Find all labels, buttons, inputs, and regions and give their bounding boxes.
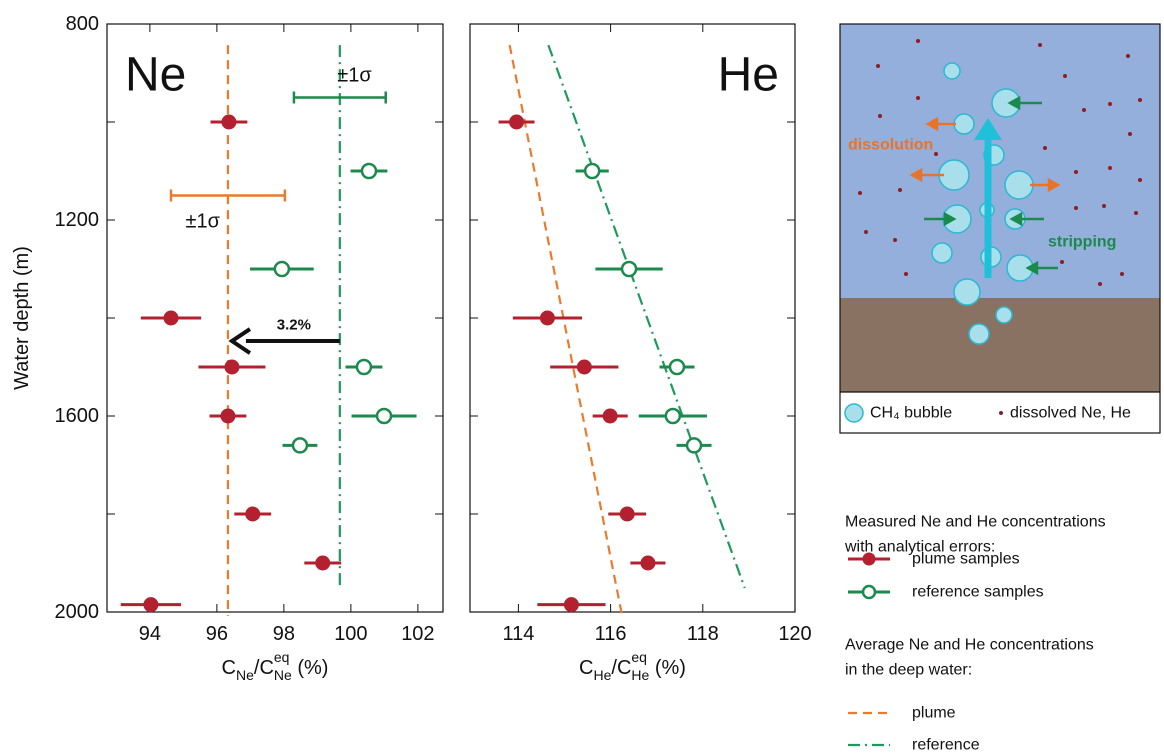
marker [685, 437, 703, 454]
bubble-legend-icon [844, 403, 864, 423]
x-axis-label-part: (%) [649, 657, 686, 679]
dot-legend-icon [999, 411, 1003, 415]
legend-heading: in the deep water: [845, 662, 972, 679]
x-axis-label-part: Ne [236, 667, 254, 683]
marker [224, 359, 240, 375]
x-tick-label: 100 [334, 623, 367, 645]
marker [143, 597, 159, 613]
x-axis-label-part: eq [274, 649, 290, 665]
marker [360, 162, 378, 180]
legend-heading: Average Ne and He concentrations [845, 637, 1094, 654]
panel-label: He [718, 49, 779, 102]
x-axis-label-part: Ne [274, 667, 292, 683]
x-tick-label: 94 [139, 623, 161, 645]
y-tick-label: 800 [66, 13, 99, 35]
legend-heading: with analytical errors: [844, 539, 995, 556]
dot-legend: dissolved Ne, He [1010, 405, 1131, 422]
marker [539, 310, 555, 326]
marker [861, 584, 877, 600]
marker [862, 552, 876, 566]
x-axis-label: CNe/CNeeq (%) [222, 649, 329, 683]
process-diagram: dissolution stripping CH₄ bubble dissolv… [839, 23, 1161, 434]
marker [583, 162, 601, 180]
y-tick-label: 1200 [55, 209, 100, 231]
y-tick-label: 2000 [55, 601, 100, 623]
marker [315, 555, 331, 571]
x-tick-label: 102 [401, 623, 434, 645]
shift-label: 3.2% [277, 317, 311, 334]
x-axis-label: CHe/CHeeq (%) [579, 649, 686, 683]
average-line [508, 44, 624, 617]
legend-label: plume samples [912, 551, 1020, 568]
dissolution-arrows [909, 116, 1061, 193]
marker [163, 310, 179, 326]
shift-arrow-head [228, 327, 252, 355]
x-axis-label-part: He [631, 667, 649, 683]
marker [291, 437, 309, 454]
marker [509, 114, 525, 130]
marker [640, 555, 656, 571]
stripping-arrows [924, 95, 1058, 276]
legend-heading: Measured Ne and He concentrations [845, 514, 1106, 531]
marker [619, 506, 635, 522]
x-tick-label: 116 [595, 623, 627, 645]
dissolution-label: dissolution [848, 137, 933, 154]
x-axis-label-part: C [222, 657, 236, 679]
legend-label: reference samples [912, 584, 1044, 601]
marker [245, 506, 261, 522]
x-axis-label-part: He [593, 667, 611, 683]
x-axis-label-part: (%) [292, 657, 329, 679]
x-axis-label-part: /C [254, 657, 274, 679]
diagram-frame [839, 23, 1161, 434]
x-axis-label-part: eq [631, 649, 647, 665]
x-tick-label: 114 [502, 623, 534, 645]
marker [620, 260, 638, 278]
x-tick-label: 118 [687, 623, 719, 645]
stripping-label: stripping [1048, 234, 1116, 251]
x-axis-label-part: /C [611, 657, 631, 679]
x-tick-label: 120 [778, 623, 811, 645]
marker [563, 597, 579, 613]
marker [273, 260, 291, 278]
legend-label: reference [912, 737, 980, 754]
y-tick-label: 1600 [55, 405, 100, 427]
panel-label: Ne [125, 49, 186, 102]
marker [602, 408, 618, 424]
rise-arrow-head [974, 118, 1002, 140]
marker [664, 407, 682, 425]
sigma-label: ±1σ [185, 211, 220, 233]
marker [220, 408, 236, 424]
marker [375, 407, 393, 425]
sigma-label: ±1σ [337, 65, 372, 87]
bubble-legend: CH₄ bubble [870, 405, 952, 422]
marker [576, 359, 592, 375]
y-axis-label: Water depth (m) [11, 246, 33, 390]
marker [668, 358, 686, 376]
average-line [547, 44, 746, 589]
marker [355, 358, 373, 376]
legend-label: plume [912, 705, 956, 722]
marker [221, 114, 237, 130]
x-tick-label: 98 [273, 623, 295, 645]
x-tick-label: 96 [206, 623, 228, 645]
x-axis-label-part: C [579, 657, 593, 679]
